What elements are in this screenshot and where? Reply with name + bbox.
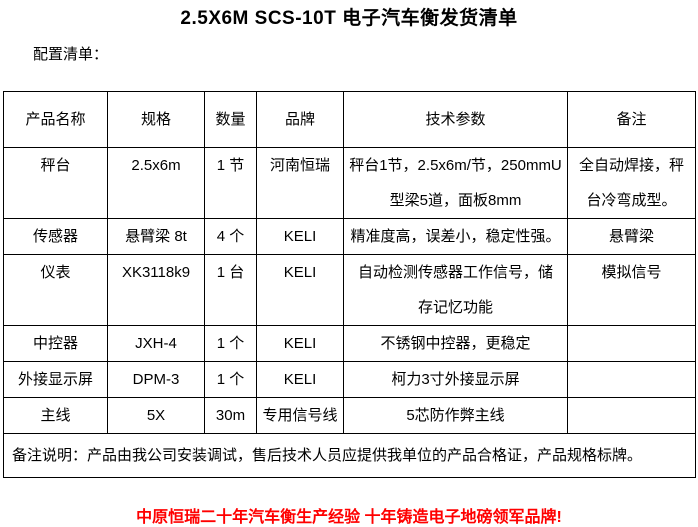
cell-qty: 1 台 xyxy=(204,254,257,326)
cell-note: 模拟信号 xyxy=(567,254,696,326)
header-spec: 规格 xyxy=(107,91,205,148)
header-product-name: 产品名称 xyxy=(3,91,108,148)
table-row: 外接显示屏 DPM-3 1 个 KELI 柯力3寸外接显示屏 xyxy=(3,361,696,398)
cell-spec: 5X xyxy=(107,397,205,434)
cell-product-name: 主线 xyxy=(3,397,108,434)
cell-product-name: 仪表 xyxy=(3,254,108,326)
cell-note xyxy=(567,325,696,362)
cell-brand: 专用信号线 xyxy=(256,397,344,434)
footnote-row: 备注说明：产品由我公司安装调试，售后技术人员应提供我单位的产品合格证，产品规格标… xyxy=(3,433,696,478)
cell-product-name: 中控器 xyxy=(3,325,108,362)
cell-spec: DPM-3 xyxy=(107,361,205,398)
cell-params: 5芯防作弊主线 xyxy=(343,397,568,434)
cell-note xyxy=(567,361,696,398)
header-note: 备注 xyxy=(567,91,696,148)
cell-params: 精准度高，误差小，稳定性强。 xyxy=(343,218,568,255)
cell-brand: KELI xyxy=(256,254,344,326)
cell-brand: KELI xyxy=(256,325,344,362)
cell-spec: XK3118k9 xyxy=(107,254,205,326)
cell-qty: 1 个 xyxy=(204,361,257,398)
table-header-row: 产品名称 规格 数量 品牌 技术参数 备注 xyxy=(3,91,696,148)
cell-brand: KELI xyxy=(256,361,344,398)
cell-qty: 4 个 xyxy=(204,218,257,255)
table-row: 秤台 2.5x6m 1 节 河南恒瑞 秤台1节，2.5x6m/节，250mmU … xyxy=(3,147,696,219)
cell-note xyxy=(567,397,696,434)
footer-slogan: 中原恒瑞二十年汽车衡生产经验 十年铸造电子地磅领军品牌! xyxy=(136,509,562,526)
config-list-label: 配置清单： xyxy=(33,46,109,63)
page-title: 2.5X6M SCS-10T 电子汽车衡发货清单 xyxy=(180,8,518,29)
cell-product-name: 秤台 xyxy=(3,147,108,219)
cell-note: 全自动焊接，秤 台冷弯成型。 xyxy=(567,147,696,219)
cell-product-name: 传感器 xyxy=(3,218,108,255)
cell-brand: KELI xyxy=(256,218,344,255)
cell-spec: JXH-4 xyxy=(107,325,205,362)
table-row: 主线 5X 30m 专用信号线 5芯防作弊主线 xyxy=(3,397,696,434)
cell-qty: 1 节 xyxy=(204,147,257,219)
cell-note: 悬臂梁 xyxy=(567,218,696,255)
cell-params: 柯力3寸外接显示屏 xyxy=(343,361,568,398)
spec-table: 产品名称 规格 数量 品牌 技术参数 备注 秤台 2.5x6m 1 节 河南恒瑞… xyxy=(3,91,696,478)
cell-params: 自动检测传感器工作信号，储 存记忆功能 xyxy=(343,254,568,326)
cell-qty: 1 个 xyxy=(204,325,257,362)
header-brand: 品牌 xyxy=(256,91,344,148)
cell-product-name: 外接显示屏 xyxy=(3,361,108,398)
cell-spec: 悬臂梁 8t xyxy=(107,218,205,255)
table-row: 中控器 JXH-4 1 个 KELI 不锈钢中控器，更稳定 xyxy=(3,325,696,362)
table-row: 仪表 XK3118k9 1 台 KELI 自动检测传感器工作信号，储 存记忆功能… xyxy=(3,254,696,326)
cell-spec: 2.5x6m xyxy=(107,147,205,219)
cell-brand: 河南恒瑞 xyxy=(256,147,344,219)
cell-params: 秤台1节，2.5x6m/节，250mmU 型梁5道，面板8mm xyxy=(343,147,568,219)
cell-qty: 30m xyxy=(204,397,257,434)
header-qty: 数量 xyxy=(204,91,257,148)
cell-params: 不锈钢中控器，更稳定 xyxy=(343,325,568,362)
footnote-text: 备注说明：产品由我公司安装调试，售后技术人员应提供我单位的产品合格证，产品规格标… xyxy=(3,433,696,478)
header-params: 技术参数 xyxy=(343,91,568,148)
table-row: 传感器 悬臂梁 8t 4 个 KELI 精准度高，误差小，稳定性强。 悬臂梁 xyxy=(3,218,696,255)
